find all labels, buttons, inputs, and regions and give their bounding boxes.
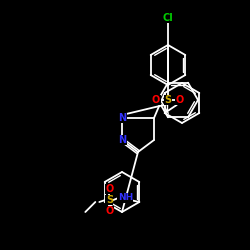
Text: O: O bbox=[152, 95, 160, 105]
Text: NH: NH bbox=[118, 194, 133, 202]
Text: N: N bbox=[118, 113, 126, 123]
Text: S: S bbox=[164, 95, 172, 105]
Text: Cl: Cl bbox=[162, 13, 173, 23]
Text: S: S bbox=[106, 195, 113, 205]
Text: O: O bbox=[105, 184, 114, 194]
Text: N: N bbox=[118, 135, 126, 145]
Text: O: O bbox=[176, 95, 184, 105]
Text: O: O bbox=[105, 206, 114, 216]
